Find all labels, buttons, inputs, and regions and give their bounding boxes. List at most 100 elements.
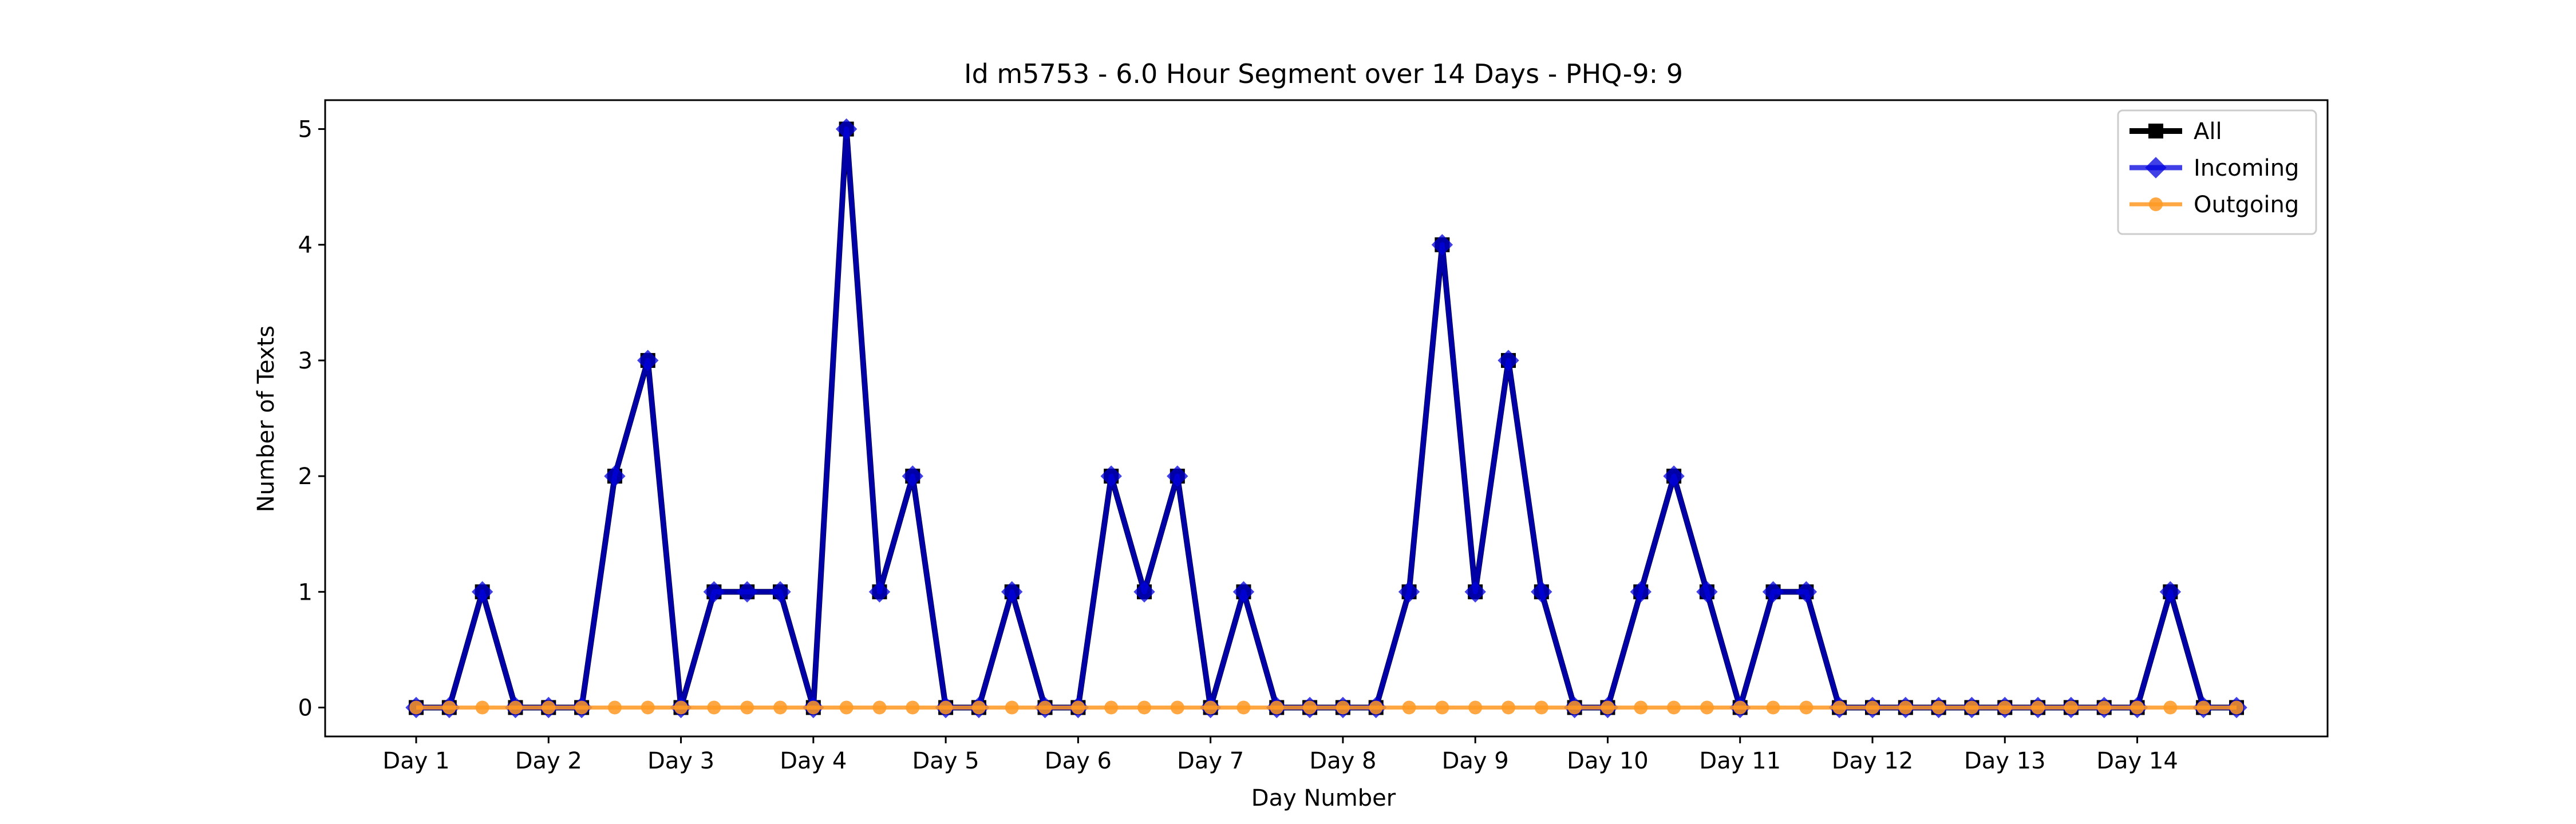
x-tick-label: Day 9: [1442, 748, 1509, 774]
data-point-outgoing: [1733, 700, 1747, 715]
data-point-incoming: [1630, 581, 1652, 603]
data-point-outgoing: [2163, 700, 2178, 715]
data-point-outgoing: [1998, 700, 2012, 715]
data-point-outgoing: [1799, 700, 1814, 715]
data-point-outgoing: [1402, 700, 1416, 715]
y-tick-label: 3: [298, 348, 313, 374]
data-point-outgoing: [475, 700, 489, 715]
data-point-incoming: [1001, 581, 1023, 603]
x-tick-label: Day 8: [1309, 748, 1376, 774]
data-point-outgoing: [1700, 700, 1714, 715]
x-tick-label: Day 7: [1177, 748, 1244, 774]
data-point-incoming: [703, 581, 725, 603]
data-point-outgoing: [1634, 700, 1648, 715]
data-point-outgoing: [1104, 700, 1119, 715]
data-point-outgoing: [1038, 700, 1052, 715]
data-point-outgoing: [409, 700, 423, 715]
legend-item-all: All: [2129, 118, 2222, 145]
data-point-outgoing: [1866, 700, 1879, 715]
data-point-outgoing: [607, 700, 622, 715]
data-point-outgoing: [906, 700, 920, 715]
data-point-outgoing: [442, 700, 456, 715]
data-point-outgoing: [1667, 700, 1681, 715]
legend-swatch-marker: [2149, 197, 2163, 211]
data-point-outgoing: [839, 700, 854, 715]
data-point-incoming: [1762, 581, 1784, 603]
x-tick-label: Day 6: [1045, 748, 1112, 774]
data-point-incoming: [1663, 465, 1685, 487]
data-point-outgoing: [1170, 700, 1184, 715]
data-point-outgoing: [1071, 700, 1085, 715]
y-tick-label: 5: [298, 117, 313, 143]
data-point-outgoing: [1567, 700, 1582, 715]
data-point-incoming: [902, 465, 923, 487]
data-point-incoming: [471, 581, 493, 603]
y-tick-label: 1: [298, 579, 313, 605]
data-point-outgoing: [1270, 700, 1284, 715]
data-point-outgoing: [939, 700, 953, 715]
data-point-incoming: [604, 465, 626, 487]
x-tick-label: Day 12: [1832, 748, 1914, 774]
data-point-outgoing: [1203, 700, 1218, 715]
x-axis-label: Day Number: [1251, 785, 1396, 811]
legend-label-all: All: [2194, 118, 2222, 145]
data-point-outgoing: [641, 700, 655, 715]
data-point-outgoing: [542, 700, 556, 715]
data-point-incoming: [1133, 581, 1155, 603]
data-point-outgoing: [508, 700, 523, 715]
data-point-outgoing: [1303, 700, 1317, 715]
x-tick-label: Day 10: [1567, 748, 1649, 774]
series-outgoing: [409, 700, 2243, 715]
data-point-outgoing: [1137, 700, 1151, 715]
y-tick-label: 4: [298, 232, 313, 259]
data-point-outgoing: [2230, 700, 2243, 715]
data-point-outgoing: [1534, 700, 1548, 715]
data-point-incoming: [1431, 234, 1453, 256]
data-point-outgoing: [2031, 700, 2045, 715]
chart-title: Id m5753 - 6.0 Hour Segment over 14 Days…: [964, 58, 1683, 89]
x-tick-label: Day 4: [780, 748, 847, 774]
y-axis-label: Number of Texts: [253, 326, 279, 512]
data-point-outgoing: [2097, 700, 2111, 715]
data-point-outgoing: [1005, 700, 1019, 715]
data-point-outgoing: [1931, 700, 1946, 715]
legend-swatch-marker: [2145, 157, 2167, 179]
data-point-incoming: [1531, 581, 1552, 603]
axes-layer: 0 1 2 3 4 5 Day 1 Day 2 Day 3 Day 4 Day 5 Day 6 Day …: [298, 99, 2329, 774]
data-point-outgoing: [674, 700, 688, 715]
plot-frame: [324, 99, 2329, 738]
x-tick-label: Day 2: [515, 748, 582, 774]
data-point-incoming: [1464, 581, 1486, 603]
x-tick-label: Day 13: [1964, 748, 2046, 774]
y-tick-label: 2: [298, 464, 313, 490]
data-point-incoming: [1232, 581, 1255, 603]
data-point-incoming: [1696, 581, 1718, 603]
legend-item-incoming: Incoming: [2129, 155, 2299, 181]
data-point-outgoing: [971, 700, 986, 715]
x-tick-label: Day 1: [382, 748, 449, 774]
data-point-incoming: [2159, 581, 2182, 603]
x-tick-label: Day 11: [1699, 748, 1781, 774]
data-point-outgoing: [1336, 700, 1350, 715]
data-point-incoming: [1398, 581, 1420, 603]
data-point-incoming: [835, 118, 858, 140]
data-point-incoming: [769, 581, 791, 603]
data-point-incoming: [637, 350, 659, 371]
x-tick-label: Day 5: [912, 748, 979, 774]
data-point-outgoing: [1965, 700, 1979, 715]
data-point-incoming: [1167, 465, 1188, 487]
data-point-incoming: [1100, 465, 1122, 487]
data-point-outgoing: [1766, 700, 1780, 715]
data-point-outgoing: [1898, 700, 1913, 715]
data-point-incoming: [1498, 350, 1519, 371]
legend-swatch-marker: [2148, 124, 2163, 138]
data-point-outgoing: [707, 700, 721, 715]
x-tick-label: Day 3: [647, 748, 714, 774]
series-layer: [405, 118, 2247, 719]
data-point-outgoing: [1832, 700, 1847, 715]
data-point-outgoing: [740, 700, 754, 715]
data-point-outgoing: [1502, 700, 1515, 715]
data-point-outgoing: [2130, 700, 2144, 715]
